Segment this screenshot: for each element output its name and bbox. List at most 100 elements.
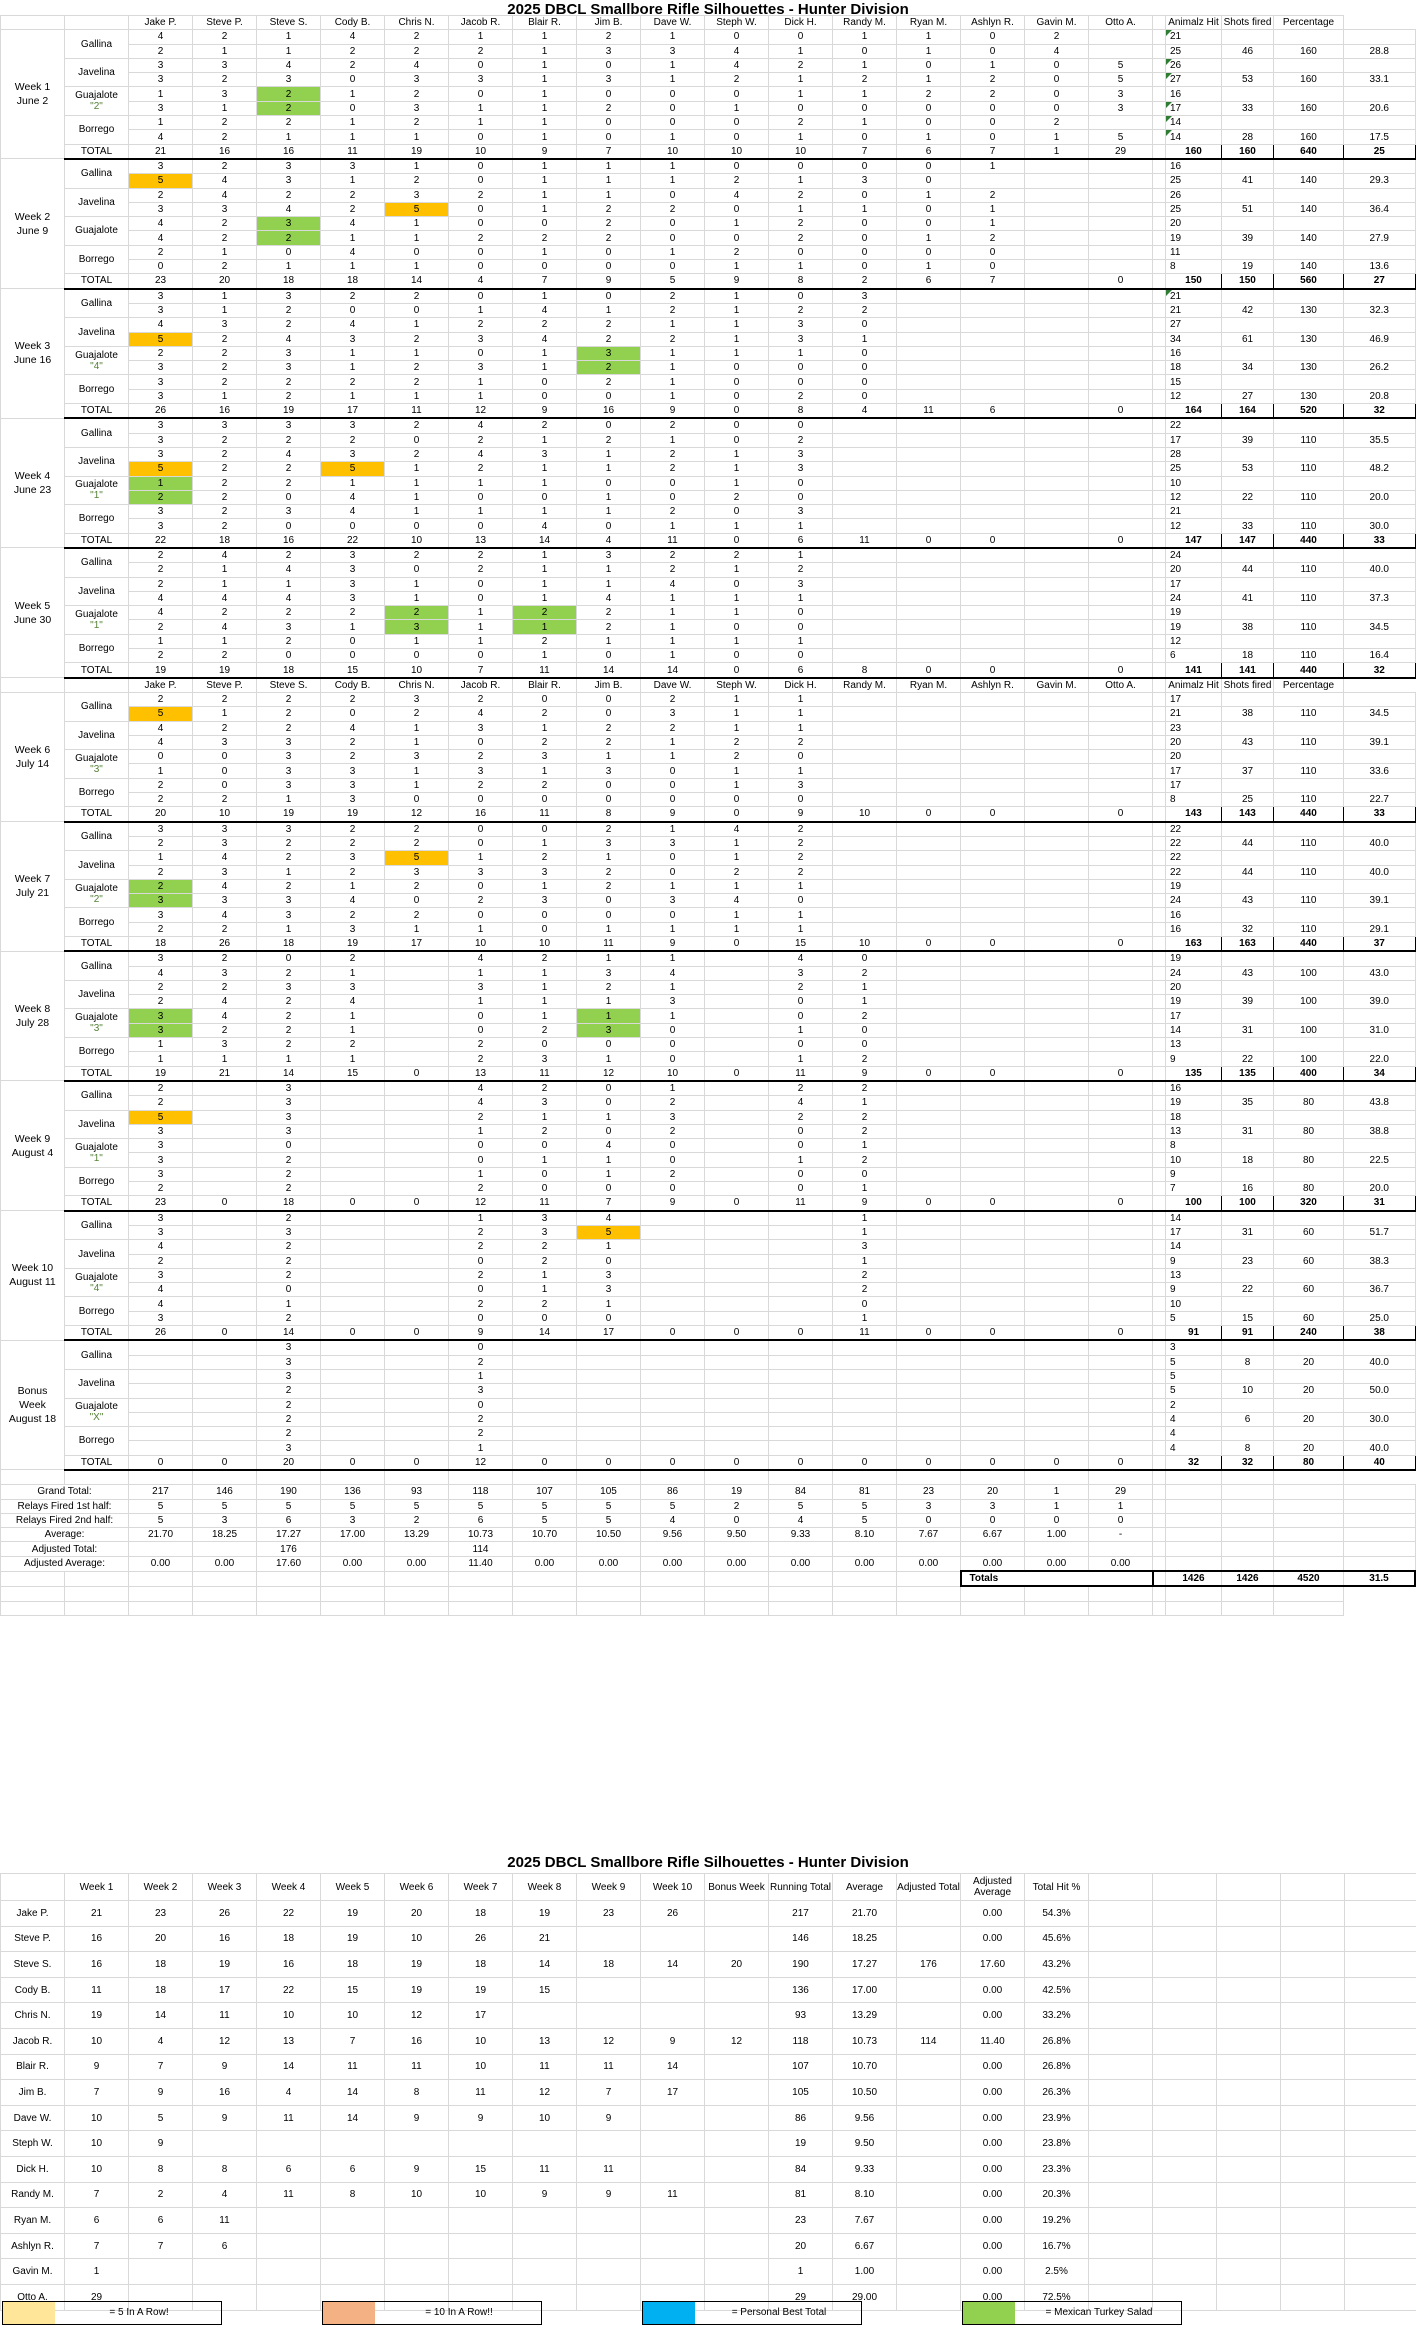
summary-header-row: Week 1 Week 2 Week 3 Week 4 Week 5 Week 6 Week… [0,1873,1416,1901]
hit-percent-cell: 19.2% [1024,2207,1089,2234]
empty-cell [1152,2207,1217,2234]
score-cell [384,1109,449,1125]
average-cell: 9.56 [832,2104,897,2132]
score-cell: 0 [768,360,833,376]
score-cell [1024,706,1089,722]
total-cell: 0 [192,1195,257,1212]
animal-name: Borrego [78,124,115,136]
score-cell: 1 [640,158,705,175]
score-cell: 1 [384,921,449,938]
empty-cell [704,1469,769,1486]
score-cell [768,1296,833,1312]
total-cell: 15 [320,662,385,679]
percentage-cell [1343,749,1416,765]
summary-week-cell: 12 [576,2027,641,2055]
score-cell: 3 [256,893,321,909]
score-cell: 0 [640,763,705,779]
score-cell: 1 [576,504,641,520]
percentage-cell [1343,244,1416,261]
empty-cell [512,1585,577,1602]
score-cell: 1 [896,72,961,88]
total-cell: 0 [576,1454,641,1471]
score-row: Javelina 4 2 2 2 1 3 14 [1,1239,1416,1269]
score-cell [960,979,1025,996]
score-cell: 3 [192,835,257,852]
summary-week-cell [576,1925,641,1953]
score-cell: 0 [640,1051,705,1067]
score-cell [1088,1253,1153,1269]
score-cell [832,1354,897,1370]
pair-sum-cell: 18 [1221,1152,1274,1168]
score-cell: 3 [448,720,513,736]
animal-name: Javelina [78,859,115,871]
stats-label: Grand Total: [0,1484,129,1500]
score-cell: 2 [256,475,321,491]
percentage-cell: 39.1 [1343,734,1416,751]
score-cell [192,1354,257,1370]
score-cell: 2 [192,158,257,175]
stats-cell: 1.00 [1024,1527,1089,1543]
score-cell: 0 [256,1138,321,1154]
total-cell: 29 [1088,143,1153,160]
summary-week-cell: 18 [128,1976,193,2004]
empty-cell [320,1585,385,1602]
score-cell [960,1123,1025,1140]
score-cell: 3 [832,173,897,189]
spacer-cell [1152,417,1166,434]
score-cell [320,1109,385,1125]
score-cell [1024,331,1089,347]
total-cell [1024,273,1089,290]
score-cell [960,1022,1025,1039]
score-cell: 3 [320,331,385,347]
animals-hit-cell: 14 [1165,129,1222,145]
score-cell [1088,864,1153,880]
summary-week-cell: 11 [576,2053,641,2081]
animal-name: Borrego [78,1046,115,1058]
spacer-cell [1152,158,1166,175]
score-cell: 5 [1088,129,1153,145]
score-cell: 1 [512,360,577,376]
score-cell [704,1339,769,1356]
score-cell [1024,446,1089,463]
hit-percent-cell: 23.3% [1024,2155,1089,2183]
empty-cell [1152,2079,1217,2106]
shots-fired-cell: 110 [1273,461,1344,477]
summary-week-cell [512,2130,577,2157]
score-cell: 1 [512,475,577,491]
score-cell: 0 [960,43,1025,59]
score-cell [704,1109,769,1125]
score-cell: 3 [128,57,193,74]
summary-week-cell: 16 [192,1925,257,1953]
score-cell [896,1253,961,1269]
week-summary-cell: 440 [1273,662,1344,679]
total-cell: 0 [1088,1325,1153,1342]
stats-cell: 5 [512,1498,577,1514]
summary-name: Gavin M. [0,2258,65,2285]
score-cell: 1 [704,288,769,304]
stats-cell: 8.10 [832,1527,897,1543]
score-cell [832,691,897,708]
summary-title: 2025 DBCL Smallbore Rifle Silhouettes - … [507,1854,909,1871]
score-row: 3 2 5 8 20 40.0 [1,1354,1416,1370]
score-cell: 2 [704,489,769,506]
animal-label: Gallina [64,691,129,722]
score-cell [1024,763,1089,779]
score-row: 2 3 5 10 20 50.0 [1,1383,1416,1399]
score-row: 2 1 1 2 2 2 1 3 3 4 1 0 1 0 4 25 46 160 28.8 [1,43,1416,59]
empty-cell [1273,1498,1344,1514]
score-cell: 2 [320,821,385,837]
stats-cell: 17.00 [320,1527,385,1543]
score-cell [1024,432,1089,448]
spacer-cell [1152,893,1166,909]
total-cell: 0 [1024,1454,1089,1471]
animals-hit-cell: 8 [1165,1138,1222,1154]
spacer-cell [1152,1065,1166,1082]
score-cell: 4 [192,619,257,635]
score-cell: 2 [192,605,257,621]
score-cell [512,1339,577,1356]
stats-cell: 114 [448,1541,513,1557]
animal-label: Gallina [64,1210,129,1241]
week-summary-cell: 91 [1221,1325,1274,1342]
stats-cell [384,1541,449,1557]
spacer-cell [1152,331,1166,347]
